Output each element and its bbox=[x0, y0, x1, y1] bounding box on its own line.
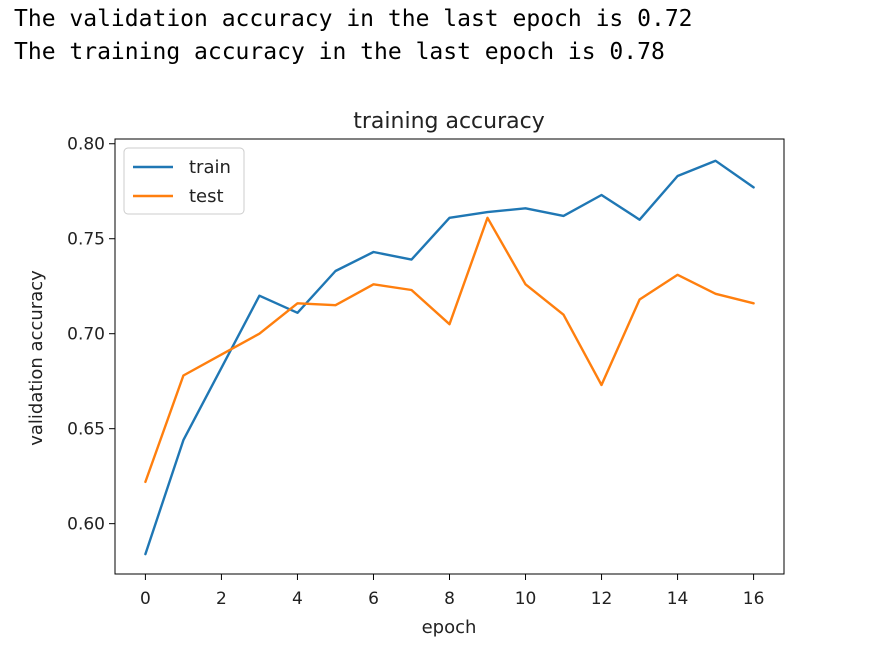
legend-label-train: train bbox=[189, 157, 231, 178]
plot-frame bbox=[114, 138, 785, 575]
series-layer bbox=[144, 159, 755, 556]
x-tick-label: 2 bbox=[216, 589, 227, 609]
legend-box bbox=[123, 147, 245, 215]
series-line-test bbox=[144, 216, 755, 484]
output-line-validation-accuracy: The validation accuracy in the last epoc… bbox=[14, 6, 693, 32]
output-line-training-accuracy: The training accuracy in the last epoch … bbox=[14, 39, 665, 65]
x-tick-label: 4 bbox=[292, 589, 303, 609]
x-tick-label: 12 bbox=[591, 589, 613, 609]
x-axis-label: epoch bbox=[422, 617, 477, 638]
y-axis-label: validation accuracy bbox=[26, 270, 47, 446]
legend-label-test: test bbox=[189, 186, 224, 207]
x-tick-label: 10 bbox=[515, 589, 537, 609]
y-tick-label: 0.60 bbox=[67, 515, 105, 535]
y-tick-label: 0.80 bbox=[67, 135, 105, 155]
x-tick-label: 8 bbox=[444, 589, 455, 609]
x-axis-ticks: 0 2 4 6 8 10 12 14 16 bbox=[140, 574, 764, 609]
chart-title: training accuracy bbox=[353, 109, 544, 134]
x-tick-label: 16 bbox=[743, 589, 765, 609]
x-tick-label: 0 bbox=[140, 589, 151, 609]
y-tick-label: 0.65 bbox=[67, 420, 105, 440]
legend: train test bbox=[123, 147, 245, 215]
y-axis-ticks: 0.60 0.65 0.70 0.75 0.80 bbox=[67, 135, 115, 535]
x-tick-label: 6 bbox=[368, 589, 379, 609]
y-tick-label: 0.75 bbox=[67, 230, 105, 250]
x-tick-label: 14 bbox=[667, 589, 689, 609]
y-tick-label: 0.70 bbox=[67, 325, 105, 345]
series-line-train bbox=[144, 159, 755, 556]
